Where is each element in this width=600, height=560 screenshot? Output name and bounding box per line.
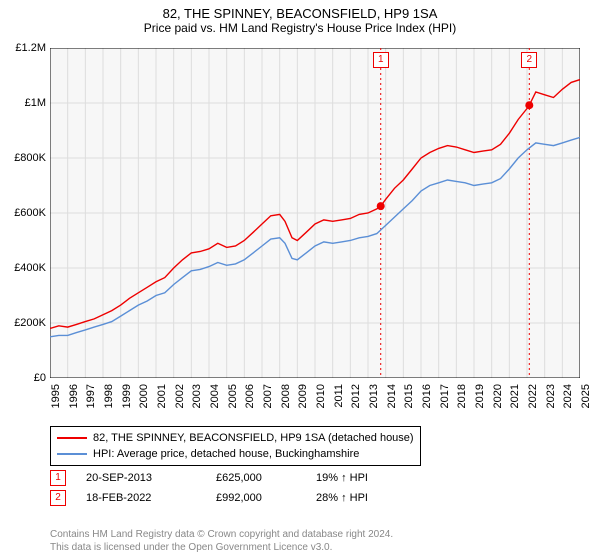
- y-axis-tick-label: £800K: [2, 152, 46, 164]
- x-axis-tick-label: 2011: [333, 384, 345, 424]
- page-subtitle: Price paid vs. HM Land Registry's House …: [0, 21, 600, 39]
- x-axis-tick-label: 2008: [280, 384, 292, 424]
- x-axis-tick-label: 2024: [562, 384, 574, 424]
- legend-swatch: [57, 437, 87, 439]
- x-axis-tick-label: 1997: [85, 384, 97, 424]
- sale-date: 20-SEP-2013: [86, 472, 216, 484]
- x-axis-tick-label: 1998: [103, 384, 115, 424]
- x-axis-tick-label: 1996: [68, 384, 80, 424]
- y-axis-tick-label: £1.2M: [2, 42, 46, 54]
- x-axis-tick-label: 2015: [403, 384, 415, 424]
- sale-delta-vs-hpi: 19% ↑ HPI: [316, 472, 436, 484]
- x-axis-tick-label: 2009: [297, 384, 309, 424]
- legend-row: 82, THE SPINNEY, BEACONSFIELD, HP9 1SA (…: [57, 430, 414, 446]
- x-axis-tick-label: 2018: [456, 384, 468, 424]
- sales-table: 1 20-SEP-2013£625,00019% ↑ HPI 2 18-FEB-202…: [50, 468, 436, 508]
- legend-swatch: [57, 453, 87, 455]
- x-axis-tick-label: 2004: [209, 384, 221, 424]
- x-axis-tick-label: 2002: [174, 384, 186, 424]
- footer-line-2: This data is licensed under the Open Gov…: [50, 541, 393, 554]
- x-axis-tick-label: 2010: [315, 384, 327, 424]
- x-axis-tick-label: 1995: [50, 384, 62, 424]
- footer-line-1: Contains HM Land Registry data © Crown c…: [50, 528, 393, 541]
- sale-date: 18-FEB-2022: [86, 492, 216, 504]
- sale-row: 2 18-FEB-2022£992,00028% ↑ HPI: [50, 488, 436, 508]
- x-axis-tick-label: 2013: [368, 384, 380, 424]
- chart-plot-area: [50, 48, 580, 378]
- sale-price: £992,000: [216, 492, 316, 504]
- x-axis-tick-label: 2022: [527, 384, 539, 424]
- sale-marker-box: 2: [50, 490, 66, 506]
- sale-price: £625,000: [216, 472, 316, 484]
- footer-attribution: Contains HM Land Registry data © Crown c…: [50, 528, 393, 554]
- x-axis-tick-label: 2005: [227, 384, 239, 424]
- sale-row: 1 20-SEP-2013£625,00019% ↑ HPI: [50, 468, 436, 488]
- legend-label: HPI: Average price, detached house, Buck…: [93, 448, 359, 460]
- x-axis-tick-label: 2003: [191, 384, 203, 424]
- x-axis-tick-label: 2020: [492, 384, 504, 424]
- chart-legend: 82, THE SPINNEY, BEACONSFIELD, HP9 1SA (…: [50, 426, 421, 466]
- x-axis-tick-label: 2006: [244, 384, 256, 424]
- sale-marker-box: 2: [521, 52, 537, 68]
- y-axis-tick-label: £400K: [2, 262, 46, 274]
- x-axis-tick-label: 2023: [545, 384, 557, 424]
- y-axis-tick-label: £1M: [2, 97, 46, 109]
- legend-row: HPI: Average price, detached house, Buck…: [57, 446, 414, 462]
- y-axis-tick-label: £600K: [2, 207, 46, 219]
- x-axis-tick-label: 2025: [580, 384, 592, 424]
- sale-marker-box: 1: [373, 52, 389, 68]
- y-axis-tick-label: £0: [2, 372, 46, 384]
- x-axis-tick-label: 2001: [156, 384, 168, 424]
- legend-label: 82, THE SPINNEY, BEACONSFIELD, HP9 1SA (…: [93, 432, 414, 444]
- chart-svg: [50, 48, 580, 378]
- sale-delta-vs-hpi: 28% ↑ HPI: [316, 492, 436, 504]
- x-axis-tick-label: 2019: [474, 384, 486, 424]
- sale-marker-box: 1: [50, 470, 66, 486]
- y-axis-tick-label: £200K: [2, 317, 46, 329]
- x-axis-tick-label: 2007: [262, 384, 274, 424]
- x-axis-tick-label: 2000: [138, 384, 150, 424]
- x-axis-tick-label: 2014: [386, 384, 398, 424]
- x-axis-tick-label: 2016: [421, 384, 433, 424]
- x-axis-tick-label: 2012: [350, 384, 362, 424]
- x-axis-tick-label: 2021: [509, 384, 521, 424]
- chart-container: 82, THE SPINNEY, BEACONSFIELD, HP9 1SA P…: [0, 0, 600, 560]
- x-axis-tick-label: 2017: [439, 384, 451, 424]
- page-title: 82, THE SPINNEY, BEACONSFIELD, HP9 1SA: [0, 0, 600, 21]
- x-axis-tick-label: 1999: [121, 384, 133, 424]
